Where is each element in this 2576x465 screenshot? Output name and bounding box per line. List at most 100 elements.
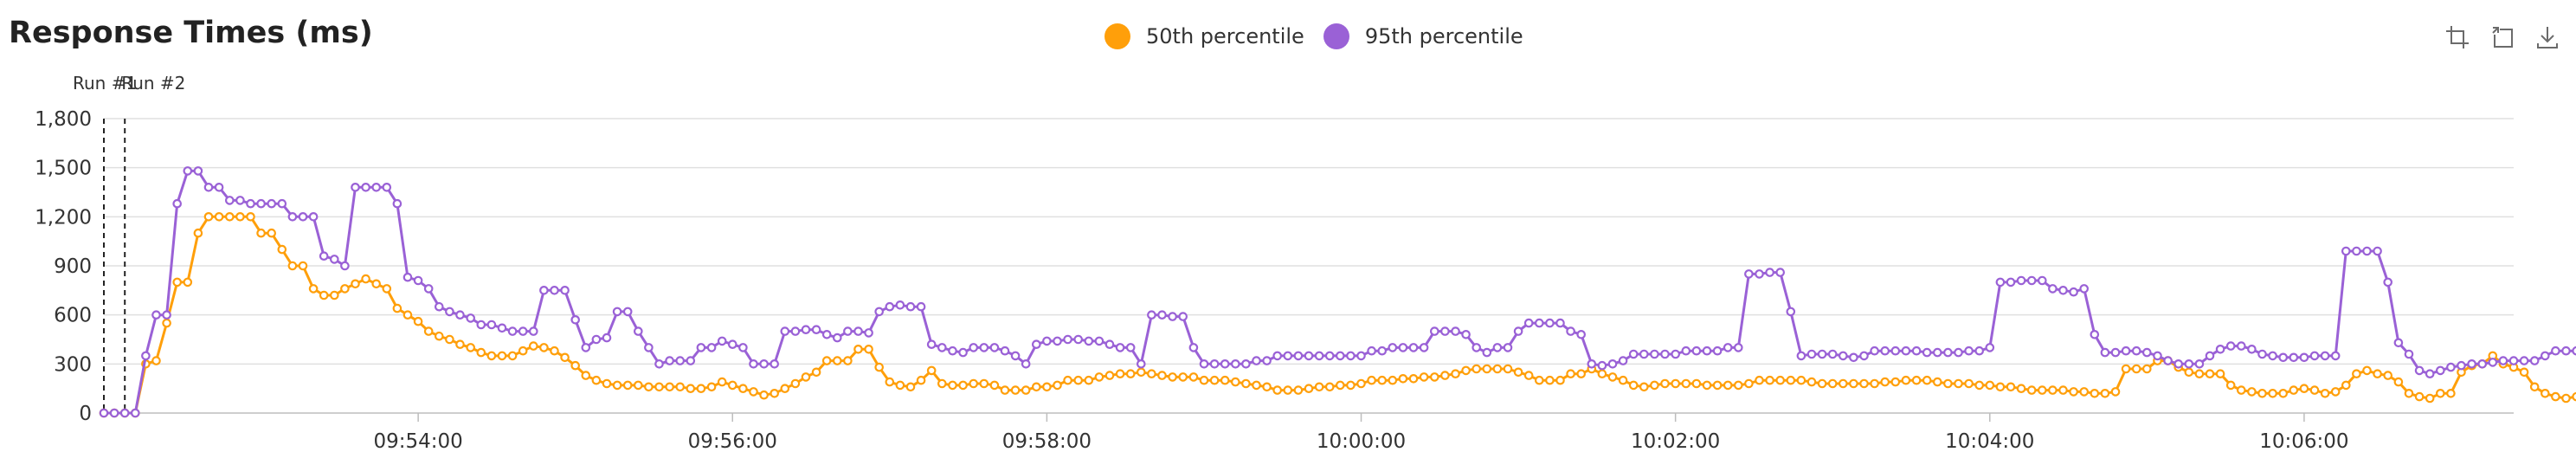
data-point [1053,336,1062,346]
data-point [539,343,549,352]
data-point [2038,275,2047,286]
data-point [1639,382,1649,392]
data-point [905,301,916,312]
data-point [1021,385,1031,395]
data-point [539,285,549,295]
data-point [434,301,444,312]
data-point [2257,349,2267,359]
data-point [267,198,276,209]
data-point [1555,318,1565,328]
data-point [2142,364,2152,374]
data-point [1660,378,1670,389]
data-point [2352,246,2361,256]
x-tick-label: 09:54:00 [373,430,462,453]
data-point [1671,349,1680,359]
data-point [581,343,591,352]
data-point [1188,372,1199,382]
data-point [1849,352,1858,363]
data-point [1336,351,1345,361]
data-point [1755,269,1764,279]
data-point [905,382,916,392]
data-point [246,212,255,222]
data-point [497,351,507,361]
data-point [2362,365,2372,376]
data-point [1137,358,1146,369]
data-point [1084,336,1094,346]
data-point [2131,364,2141,374]
data-point [2247,344,2257,354]
data-point [1911,375,1922,385]
data-point [2153,351,2162,361]
data-point [382,183,392,192]
data-point [916,301,926,312]
data-point [1042,382,1052,392]
data-point [2498,356,2508,365]
data-point [1032,382,1041,392]
data-point [1147,310,1156,320]
data-point [696,343,706,352]
data-point [214,212,224,222]
series-line-1 [104,169,2576,415]
data-point [1681,378,1691,389]
data-point [1021,358,1031,369]
zoom-reset-icon[interactable] [2489,24,2515,50]
data-point [2289,385,2299,395]
data-point [570,360,580,371]
data-point [1796,375,1806,385]
data-point [1314,351,1324,361]
legend-item-p50[interactable]: 50th percentile [1104,23,1304,49]
data-point [382,284,392,294]
data-point [1974,380,1984,391]
data-point [277,198,287,209]
legend-item-p95[interactable]: 95th percentile [1323,23,1523,49]
data-point [413,275,423,286]
data-point [1324,351,1335,361]
data-point [1995,277,2006,287]
data-point [351,183,360,192]
data-point [1513,326,1523,336]
data-point [2404,388,2414,398]
data-point [1545,318,1555,328]
data-point [2341,246,2351,256]
data-point [1775,268,1785,277]
data-point [1671,378,1680,389]
data-point [1220,358,1230,369]
data-point [2268,388,2277,398]
data-point [497,323,507,333]
data-point [2508,356,2519,365]
data-point [1168,372,1177,382]
zoom-icon[interactable] [2444,24,2470,50]
data-point [2038,385,2047,395]
data-point [162,310,171,320]
data-point [2362,246,2372,256]
data-point [675,382,685,392]
data-point [486,320,497,330]
data-point [1042,336,1052,346]
data-point [1712,346,1723,356]
data-point [801,372,811,382]
download-icon[interactable] [2534,24,2560,50]
data-point [1272,351,1282,361]
data-point [193,166,203,176]
data-point [926,365,937,376]
data-point [1367,375,1376,385]
y-tick-label: 1,200 [35,206,92,229]
data-point [2414,391,2425,402]
data-point [2425,369,2435,378]
data-point [2278,388,2288,398]
data-point [1870,378,1879,389]
data-point [2247,387,2257,397]
y-tick-label: 300 [54,353,92,376]
legend: 50th percentile 95th percentile [1104,19,1523,54]
data-point [319,251,329,261]
data-point [770,358,779,369]
data-point [1817,378,1827,389]
data-point [2477,358,2487,369]
data-point [518,326,528,336]
data-point [445,307,454,317]
data-point [2257,388,2267,398]
data-point [1839,378,1848,389]
data-point [1911,346,1922,356]
data-point [445,334,454,345]
data-point [2016,275,2026,286]
